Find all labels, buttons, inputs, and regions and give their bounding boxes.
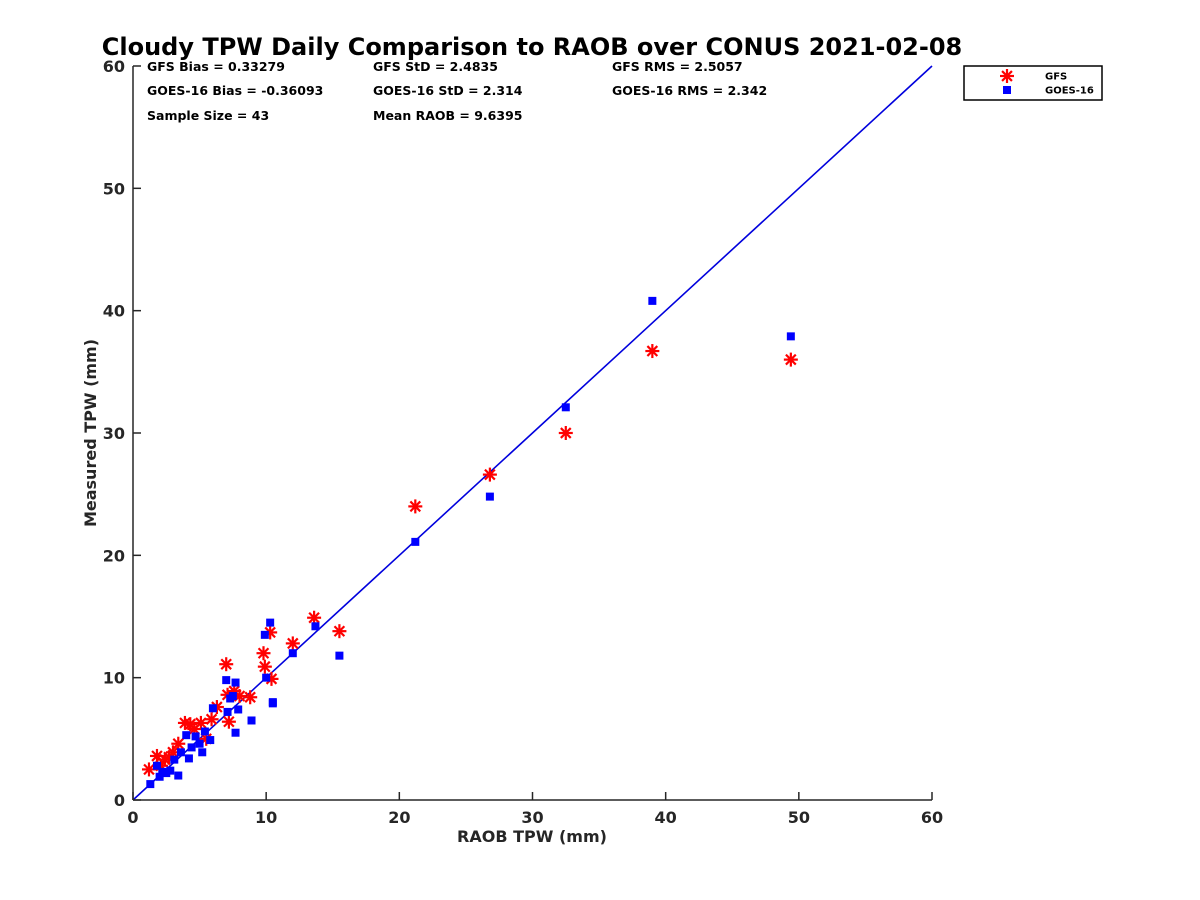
goes-16-point <box>166 766 175 775</box>
x-tick-label: 50 <box>788 808 810 827</box>
goes-16-point <box>187 743 196 752</box>
plot-area: 0 10 20 30 40 50 60 0 10 20 30 40 50 60 GFS Bias = 0.… <box>103 57 943 827</box>
y-tick-label: 60 <box>103 57 125 76</box>
goes-16-point <box>411 537 420 546</box>
goes-16-point <box>155 772 164 781</box>
goes-16-point <box>206 736 215 745</box>
legend-box <box>963 65 1103 101</box>
goes-16-point <box>268 699 277 708</box>
goes-16-point <box>146 780 155 789</box>
goes-16-point <box>198 748 207 757</box>
x-tick-label: 0 <box>127 808 138 827</box>
legend-marker-goes-16 <box>1003 86 1011 94</box>
goes-16-point <box>648 296 657 305</box>
goes-16-point <box>288 649 297 658</box>
y-axis-label: Measured TPW (mm) <box>81 339 100 527</box>
x-tick-label: 20 <box>388 808 410 827</box>
goes-16-point <box>223 707 232 716</box>
goes-16-point <box>260 630 269 639</box>
y-tick-label: 30 <box>103 424 125 443</box>
legend-marker-gfs <box>1000 69 1014 83</box>
one-to-one-line <box>132 65 933 801</box>
goes-16-point <box>786 332 795 341</box>
x-tick-label: 40 <box>655 808 677 827</box>
stat-annotation: GOES-16 RMS = 2.342 <box>612 83 767 98</box>
goes-16-point <box>311 622 320 631</box>
goes-16-point <box>174 771 183 780</box>
gfs-point <box>221 714 236 729</box>
goes-16-point <box>222 676 231 685</box>
stat-annotation: Sample Size = 43 <box>147 108 269 123</box>
goes-16-point <box>191 732 200 741</box>
goes-16-point <box>176 748 185 757</box>
gfs-point <box>256 646 271 661</box>
legend-label-goes-16: GOES-16 <box>1045 86 1094 97</box>
goes-16-point <box>561 403 570 412</box>
goes-16-point <box>182 731 191 740</box>
goes-16-point <box>485 492 494 501</box>
goes-16-point <box>228 692 237 701</box>
gfs-point <box>645 344 660 359</box>
goes-16-point <box>266 618 275 627</box>
chart-title: Cloudy TPW Daily Comparison to RAOB over… <box>102 33 962 61</box>
goes-16-point <box>195 739 204 748</box>
y-tick-label: 10 <box>103 669 125 688</box>
goes-16-point <box>234 705 243 714</box>
stat-annotation: GOES-16 Bias = -0.36093 <box>147 83 323 98</box>
stat-annotation: GFS RMS = 2.5057 <box>612 59 743 74</box>
goes-16-point <box>262 673 271 682</box>
legend: GFS GOES-16 <box>963 65 1103 101</box>
gfs-point <box>243 690 258 705</box>
legend-label-gfs: GFS <box>1045 72 1067 83</box>
x-axis-label: RAOB TPW (mm) <box>457 827 607 846</box>
stat-annotation: GFS StD = 2.4835 <box>373 59 498 74</box>
y-tick-label: 50 <box>103 179 125 198</box>
stat-annotation: GFS Bias = 0.33279 <box>147 59 285 74</box>
y-tick-label: 0 <box>114 791 125 810</box>
stat-annotation: Mean RAOB = 9.6395 <box>373 108 522 123</box>
goes-16-point <box>208 704 217 713</box>
stat-annotation: GOES-16 StD = 2.314 <box>373 83 523 98</box>
gfs-point <box>783 352 798 367</box>
gfs-point <box>285 636 300 651</box>
gfs-point <box>408 499 423 514</box>
x-tick-label: 30 <box>521 808 543 827</box>
goes-16-point <box>231 678 240 687</box>
goes-16-point <box>152 761 161 770</box>
goes-16-point <box>231 728 240 737</box>
goes-16-point <box>170 755 179 764</box>
x-tick-label: 10 <box>255 808 277 827</box>
goes-16-point <box>200 727 209 736</box>
x-tick-label: 60 <box>921 808 943 827</box>
gfs-point <box>482 467 497 482</box>
goes-16-point <box>247 716 256 725</box>
y-tick-label: 20 <box>103 546 125 565</box>
gfs-point <box>558 426 573 440</box>
goes-16-point <box>184 754 193 763</box>
gfs-point <box>204 712 219 727</box>
gfs-point <box>332 624 347 639</box>
goes-16-point <box>335 651 344 660</box>
y-tick-label: 40 <box>103 302 125 321</box>
gfs-point <box>257 659 272 674</box>
gfs-point <box>219 657 234 672</box>
